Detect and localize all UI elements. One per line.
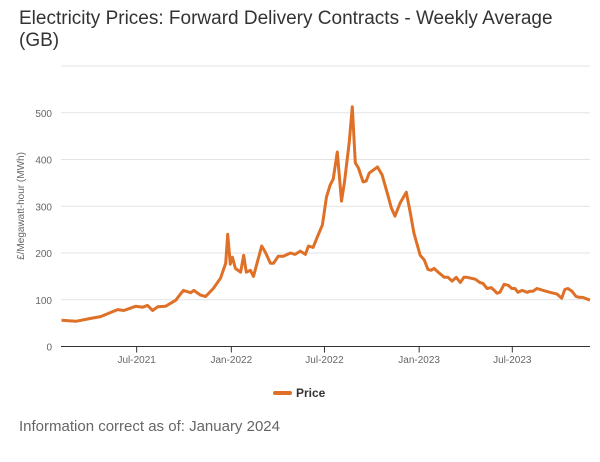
- x-tick-label: Jan-2023: [398, 355, 440, 366]
- y-tick-label: 400: [35, 156, 52, 167]
- footer-note: Information correct as of: January 2024: [19, 418, 280, 435]
- x-tick-label: Jul-2021: [117, 355, 156, 366]
- x-tick-label: Jan-2022: [210, 355, 252, 366]
- x-tick-label: Jul-2023: [493, 355, 532, 366]
- series-group: [61, 105, 591, 323]
- legend-label-price[interactable]: Price: [296, 386, 326, 400]
- y-tick-label: 100: [35, 296, 52, 307]
- y-tick-label: 0: [46, 343, 52, 354]
- y-tick-label: 200: [35, 249, 52, 260]
- y-tick-label: 300: [35, 202, 52, 213]
- x-axis-ticks: Jul-2021 Jan-2022 Jul-2022 Jan-2023 Jul-2023: [117, 346, 532, 366]
- y-axis-ticks: 0 100 200 300 400 500: [35, 109, 52, 354]
- chart-title: Electricity Prices: Forward Delivery Con…: [19, 8, 553, 51]
- x-tick-label: Jul-2022: [305, 355, 344, 366]
- series-line-price[interactable]: [61, 105, 591, 323]
- y-tick-label: 500: [35, 109, 52, 120]
- gridlines: [61, 65, 590, 301]
- legend[interactable]: Price: [273, 386, 326, 400]
- y-axis-title: £/Megawatt-hour (MWh): [16, 152, 27, 260]
